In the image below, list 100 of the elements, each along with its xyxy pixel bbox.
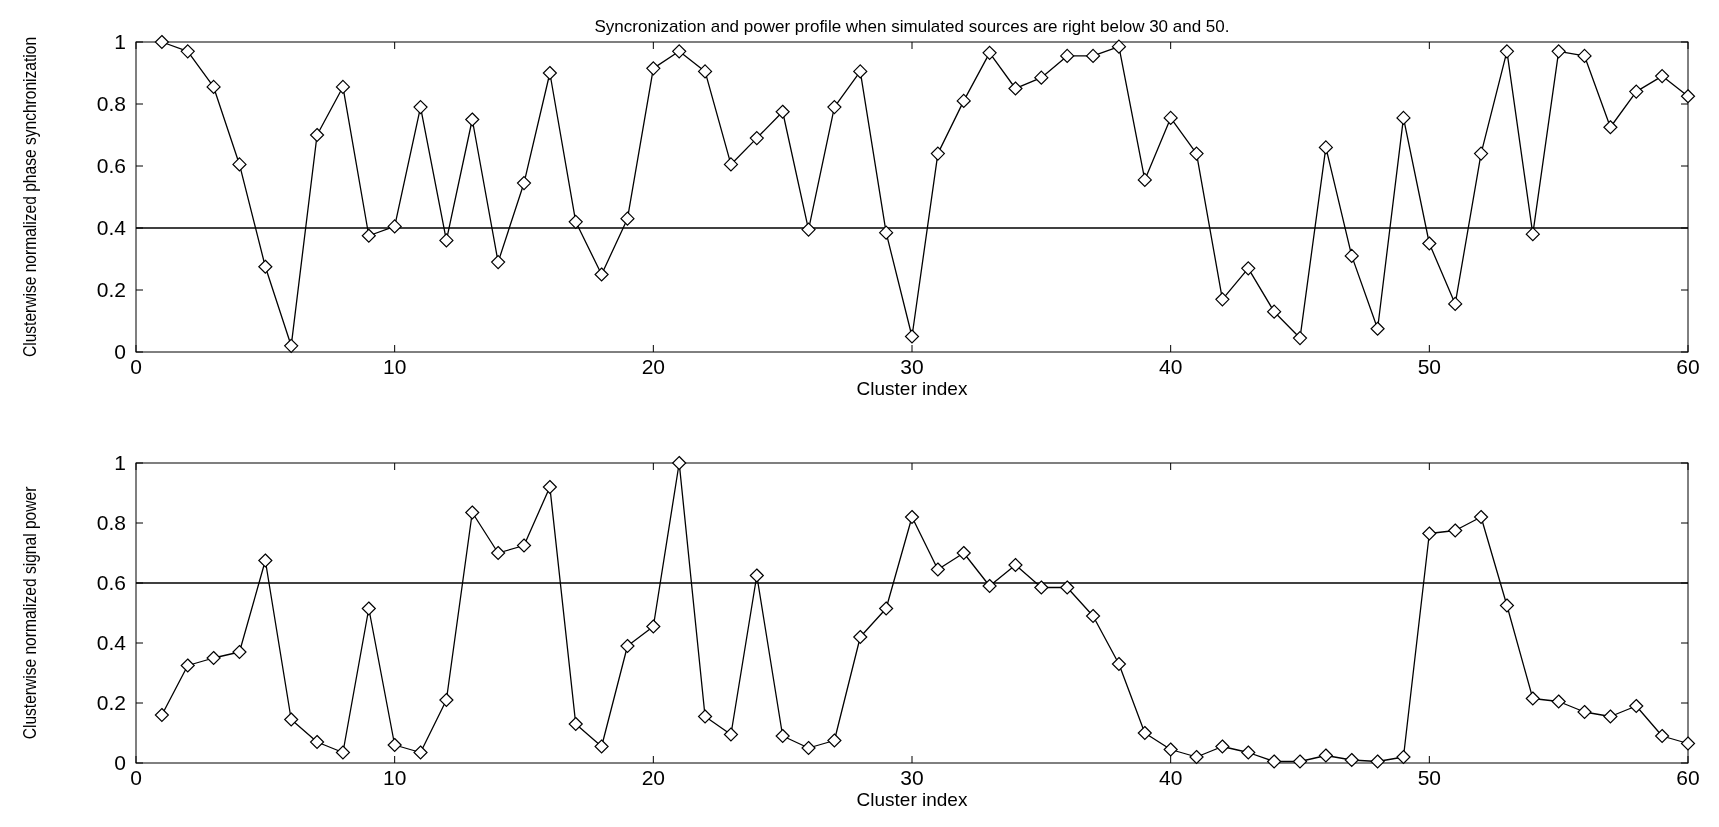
point — [594, 739, 609, 754]
y-tick-label: 0.8 — [96, 511, 126, 534]
point — [672, 455, 687, 471]
point — [1396, 110, 1411, 126]
point — [1603, 120, 1618, 135]
point — [1473, 146, 1489, 161]
point — [956, 93, 971, 108]
point — [1499, 44, 1515, 59]
point — [775, 104, 790, 119]
point — [206, 79, 221, 95]
point — [309, 734, 325, 750]
point — [180, 44, 195, 59]
point — [930, 146, 945, 161]
point — [1189, 146, 1204, 161]
x-tick-label: 20 — [641, 766, 666, 789]
point — [646, 619, 661, 634]
x-tick-label: 40 — [1158, 355, 1183, 378]
point — [1241, 745, 1256, 760]
point — [439, 233, 454, 248]
point — [1085, 608, 1101, 624]
point — [1215, 739, 1230, 754]
point — [284, 338, 299, 353]
x-tick-label: 40 — [1158, 766, 1183, 789]
point — [1137, 172, 1152, 188]
point — [491, 255, 506, 270]
x-tick-label: 0 — [130, 355, 142, 378]
point — [1060, 48, 1075, 64]
point — [154, 707, 169, 723]
point — [723, 727, 739, 742]
point — [982, 578, 997, 594]
point — [439, 692, 454, 708]
x-tick-label: 10 — [382, 766, 407, 789]
y-tick-label: 1 — [114, 30, 126, 53]
point — [258, 553, 273, 568]
point — [1680, 736, 1696, 751]
y-axis-title: Clusterwise normalized phase synchronization — [18, 36, 41, 358]
x-tick-label: 20 — [641, 355, 666, 378]
point — [335, 79, 351, 95]
point — [516, 538, 532, 553]
point — [1292, 330, 1308, 346]
point — [1318, 140, 1333, 155]
point — [1629, 698, 1644, 714]
point — [1189, 749, 1204, 765]
point — [1111, 39, 1127, 54]
point — [672, 44, 687, 59]
point — [1137, 725, 1152, 741]
point — [387, 737, 402, 753]
point — [387, 219, 402, 234]
point — [542, 65, 557, 81]
point — [465, 505, 480, 520]
x-tick-label: 50 — [1417, 355, 1442, 378]
point — [827, 733, 842, 748]
point — [1551, 44, 1566, 59]
y-tick-label: 0.6 — [96, 571, 126, 594]
chart-title: Syncronization and power profile when simulated sources are right below 30 and 50. — [594, 17, 1230, 36]
point — [879, 601, 894, 616]
point — [335, 745, 351, 760]
point — [1344, 248, 1359, 263]
point — [749, 131, 764, 146]
y-axis-title: Clusterwise normalized signal power — [18, 486, 41, 740]
y-tick-label: 1 — [114, 451, 126, 474]
point — [620, 638, 635, 654]
y-tick-label: 0.4 — [96, 216, 127, 239]
point — [827, 100, 842, 115]
point — [646, 61, 661, 76]
point — [1422, 526, 1437, 541]
x-axis-title: Cluster index — [856, 378, 968, 399]
x-tick-label: 30 — [900, 766, 924, 789]
point — [1163, 110, 1178, 126]
y-tick-label: 0.8 — [96, 92, 126, 115]
point — [904, 509, 920, 525]
point — [1034, 70, 1049, 85]
point — [594, 267, 609, 282]
point — [568, 716, 583, 732]
point — [1060, 580, 1075, 595]
x-tick-label: 30 — [900, 355, 924, 378]
point — [620, 211, 635, 226]
point — [413, 745, 428, 760]
y-tick-label: 0.6 — [96, 154, 126, 177]
point — [1085, 48, 1101, 64]
x-axis-title: Cluster index — [856, 789, 968, 810]
point — [1655, 69, 1670, 84]
x-tick-label: 60 — [1676, 766, 1700, 789]
point — [1241, 261, 1256, 276]
point — [749, 568, 764, 583]
point — [879, 225, 894, 240]
point — [465, 112, 480, 127]
point — [1344, 752, 1359, 768]
point — [1267, 754, 1282, 769]
point — [1163, 742, 1178, 757]
x-tick-label: 0 — [130, 766, 142, 789]
point — [853, 64, 868, 79]
point — [413, 100, 428, 115]
y-tick-label: 0.2 — [96, 691, 126, 714]
y-tick-label: 0.2 — [96, 278, 126, 301]
point — [956, 545, 971, 561]
point — [982, 45, 997, 60]
point — [309, 127, 325, 143]
point — [775, 728, 790, 744]
point — [206, 650, 221, 666]
